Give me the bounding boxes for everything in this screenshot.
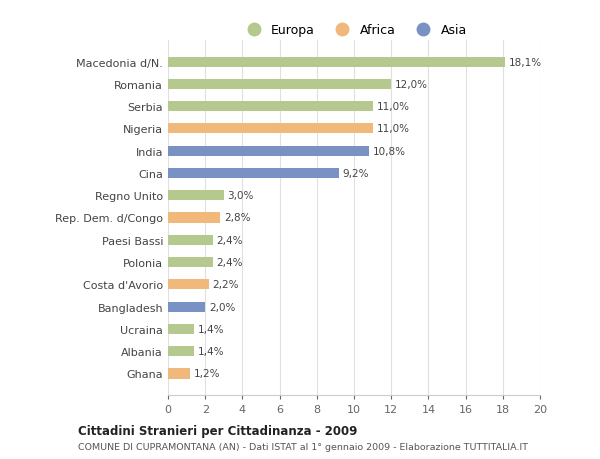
Text: 2,8%: 2,8% (224, 213, 250, 223)
Text: 11,0%: 11,0% (376, 124, 409, 134)
Bar (168, 124, 373, 134)
Legend: Europa, Africa, Asia: Europa, Africa, Asia (236, 19, 472, 42)
Bar (168, 235, 212, 245)
Bar (168, 324, 194, 334)
Text: 11,0%: 11,0% (376, 102, 409, 112)
Text: 18,1%: 18,1% (508, 57, 542, 67)
Bar (168, 146, 369, 157)
Text: 2,4%: 2,4% (217, 257, 243, 268)
Bar (168, 79, 391, 90)
Text: 3,0%: 3,0% (227, 191, 254, 201)
Text: 10,8%: 10,8% (373, 146, 406, 157)
Bar (168, 102, 373, 112)
Bar (168, 168, 339, 179)
Text: Cittadini Stranieri per Cittadinanza - 2009: Cittadini Stranieri per Cittadinanza - 2… (78, 424, 358, 437)
Text: 2,2%: 2,2% (212, 280, 239, 290)
Bar (168, 302, 205, 312)
Text: 9,2%: 9,2% (343, 168, 370, 179)
Bar (168, 191, 224, 201)
Bar (168, 257, 212, 268)
Bar (168, 280, 209, 290)
Text: 12,0%: 12,0% (395, 79, 428, 90)
Text: 2,4%: 2,4% (217, 235, 243, 245)
Bar (168, 213, 220, 223)
Bar (168, 369, 190, 379)
Bar (168, 347, 194, 357)
Text: 1,4%: 1,4% (198, 347, 224, 357)
Text: COMUNE DI CUPRAMONTANA (AN) - Dati ISTAT al 1° gennaio 2009 - Elaborazione TUTTI: COMUNE DI CUPRAMONTANA (AN) - Dati ISTAT… (78, 442, 528, 451)
Text: 2,0%: 2,0% (209, 302, 235, 312)
Bar (168, 57, 505, 67)
Text: 1,2%: 1,2% (194, 369, 221, 379)
Text: 1,4%: 1,4% (198, 324, 224, 334)
